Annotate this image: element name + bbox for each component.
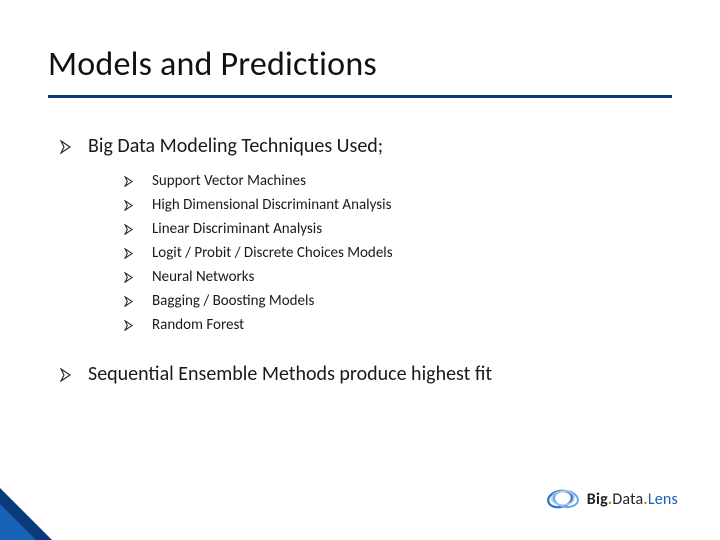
bullet-l2-text: High Dimensional Discriminant Analysis: [152, 196, 391, 214]
bullet-l2: Linear Discriminant Analysis: [124, 220, 660, 238]
bullet-l2-text: Logit / Probit / Discrete Choices Models: [152, 244, 393, 262]
arrow-icon: [124, 196, 142, 214]
lens-icon: [547, 486, 581, 512]
bullet-l2: Random Forest: [124, 316, 660, 334]
bullet-l2: Logit / Probit / Discrete Choices Models: [124, 244, 660, 262]
arrow-icon: [124, 172, 142, 190]
bullet-l2-text: Random Forest: [152, 316, 244, 334]
slide: Models and Predictions Big Data Modeling…: [0, 0, 720, 540]
arrow-icon: [60, 134, 78, 158]
arrow-icon: [124, 268, 142, 286]
bullet-l2: Neural Networks: [124, 268, 660, 286]
arrow-icon: [124, 244, 142, 262]
bullet-l1-text: Sequential Ensemble Methods produce high…: [88, 362, 492, 386]
bullet-l1: Big Data Modeling Techniques Used;: [60, 134, 660, 158]
arrow-icon: [124, 292, 142, 310]
bullet-l1: Sequential Ensemble Methods produce high…: [60, 362, 660, 386]
bullet-l2-list: Support Vector Machines High Dimensional…: [124, 172, 660, 334]
bullet-l2-text: Neural Networks: [152, 268, 254, 286]
bullet-l2-text: Bagging / Boosting Models: [152, 292, 314, 310]
arrow-icon: [124, 220, 142, 238]
logo-word-big: Big: [587, 490, 608, 509]
title-area: Models and Predictions: [48, 44, 672, 98]
bullet-l2-text: Support Vector Machines: [152, 172, 306, 190]
corner-accent-icon: [0, 488, 52, 540]
bullet-l2: High Dimensional Discriminant Analysis: [124, 196, 660, 214]
bullet-l2: Support Vector Machines: [124, 172, 660, 190]
logo-word-lens: Lens: [648, 490, 678, 509]
slide-body: Big Data Modeling Techniques Used; Suppo…: [60, 134, 660, 400]
brand-logo: Big.Data.Lens: [547, 486, 678, 512]
brand-text: Big.Data.Lens: [587, 490, 678, 509]
bullet-l1-text: Big Data Modeling Techniques Used;: [88, 134, 383, 158]
bullet-l2: Bagging / Boosting Models: [124, 292, 660, 310]
bullet-l2-text: Linear Discriminant Analysis: [152, 220, 322, 238]
arrow-icon: [124, 316, 142, 334]
arrow-icon: [60, 362, 78, 386]
logo-word-data: Data: [612, 490, 643, 509]
slide-title: Models and Predictions: [48, 44, 672, 98]
